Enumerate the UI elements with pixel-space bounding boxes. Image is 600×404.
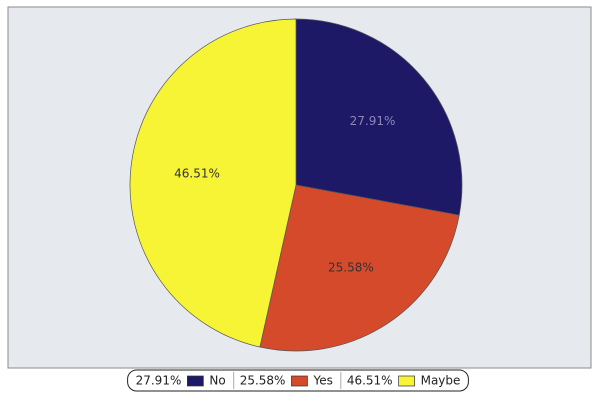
slice-label: 25.58% — [328, 261, 374, 275]
legend-label: Maybe — [421, 374, 461, 388]
legend-label: Yes — [312, 374, 332, 388]
pie-slice — [259, 184, 460, 352]
slice-label: 46.51% — [174, 167, 220, 181]
legend-swatch — [398, 375, 415, 387]
legend-value: 27.91% — [136, 374, 182, 388]
legend: 27.91% No 25.58% Yes 46.51% Maybe — [127, 369, 469, 392]
slice-label: 27.91% — [350, 114, 396, 128]
legend-swatch — [291, 375, 308, 387]
pie-slice — [129, 18, 297, 348]
legend-value: 25.58% — [240, 374, 286, 388]
legend-items: 27.91% No 25.58% Yes 46.51% Maybe — [136, 372, 461, 389]
pie-slice — [295, 18, 463, 216]
legend-swatch — [187, 375, 204, 387]
legend-value: 46.51% — [347, 374, 393, 388]
legend-label: No — [209, 374, 225, 388]
